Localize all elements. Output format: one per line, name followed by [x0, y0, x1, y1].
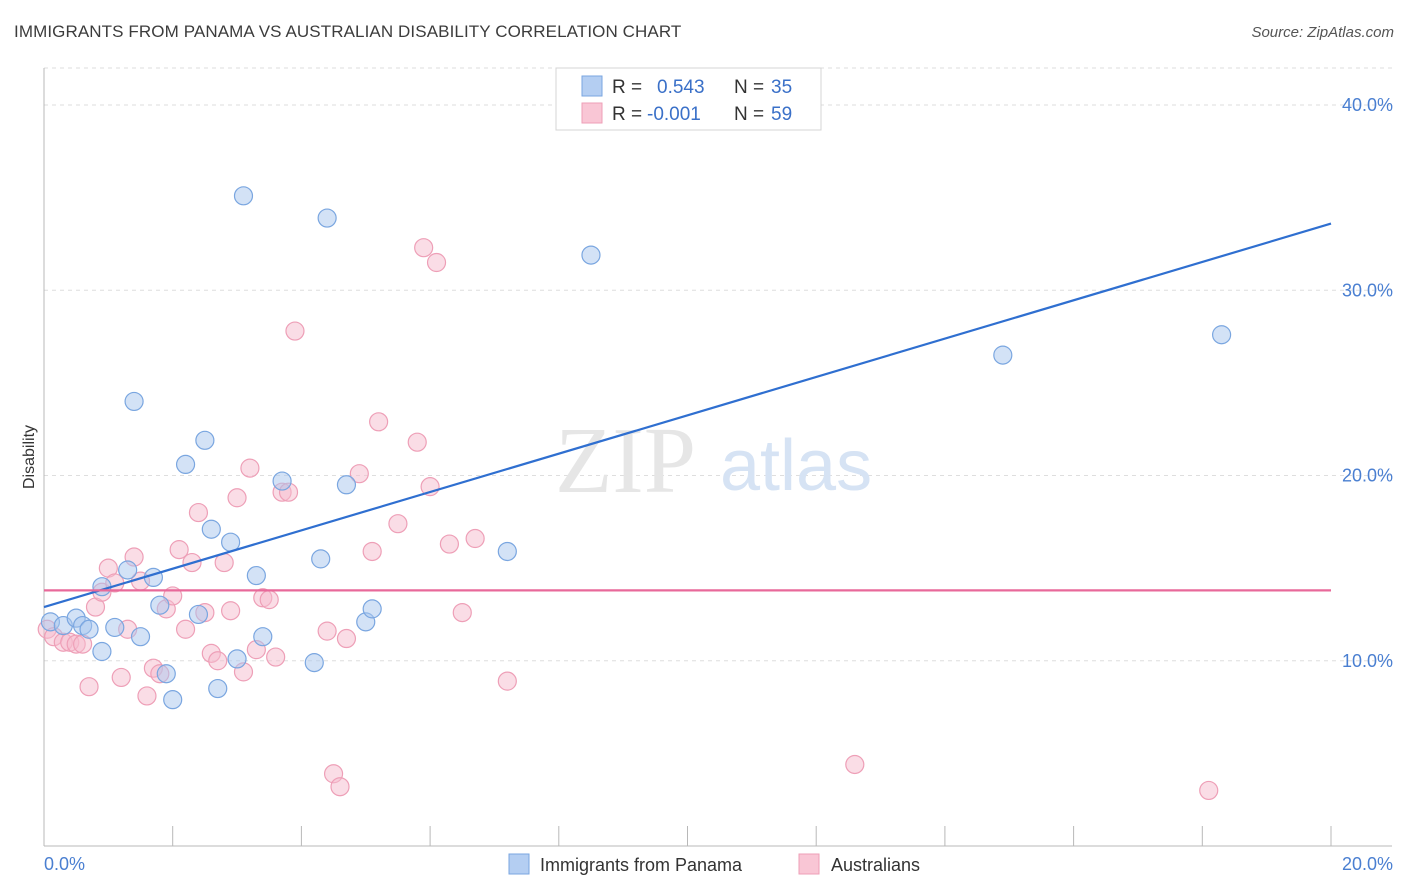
- data-point-australians: [111, 667, 131, 688]
- legend-r-value-1: 0.543: [657, 77, 705, 98]
- data-point-australians: [388, 514, 408, 534]
- y-axis-label: Disability: [21, 425, 38, 489]
- legend-n-value-1: 35: [771, 77, 792, 98]
- data-point-panama: [195, 430, 215, 450]
- data-point-australians: [169, 540, 189, 560]
- data-point-panama: [105, 617, 125, 638]
- data-point-panama: [92, 641, 112, 662]
- series-legend-label-2: Australians: [831, 855, 920, 875]
- data-point-panama: [130, 627, 151, 647]
- y-tick-label: 40.0%: [1342, 95, 1393, 115]
- data-point-australians: [336, 628, 357, 649]
- data-point-australians: [221, 601, 241, 621]
- data-point-panama: [362, 599, 382, 619]
- chart-title: IMMIGRANTS FROM PANAMA VS AUSTRALIAN DIS…: [14, 22, 682, 41]
- data-point-panama: [272, 471, 292, 491]
- data-point-australians: [362, 541, 382, 562]
- data-point-panama: [497, 541, 517, 562]
- data-point-australians: [414, 238, 434, 258]
- legend-n-label-2: N =: [734, 104, 764, 125]
- watermark: ZIP atlas: [555, 409, 872, 513]
- data-point-panama: [1212, 325, 1232, 345]
- watermark-zip: ZIP: [555, 409, 696, 513]
- data-point-panama: [336, 475, 357, 495]
- data-point-panama: [208, 678, 228, 699]
- trend-line-panama: [43, 222, 1332, 609]
- data-point-panama: [118, 560, 138, 580]
- data-point-panama: [150, 595, 170, 615]
- y-tick-label: 10.0%: [1342, 651, 1393, 671]
- source-label: Source: ZipAtlas.com: [1251, 24, 1394, 41]
- data-point-panama: [581, 245, 601, 265]
- series-legend-label-1: Immigrants from Panama: [540, 855, 743, 875]
- data-point-australians: [285, 321, 305, 341]
- data-point-panama: [311, 549, 331, 569]
- watermark-atlas: atlas: [720, 426, 872, 506]
- tick-labels: 10.0% 20.0% 30.0% 40.0% 0.0% 20.0%: [44, 95, 1393, 874]
- points-layer: [37, 186, 1232, 801]
- data-point-australians: [227, 488, 247, 508]
- y-tick-label: 20.0%: [1342, 466, 1393, 486]
- data-point-australians: [426, 252, 447, 273]
- data-point-panama: [124, 391, 144, 412]
- data-point-australians: [452, 602, 472, 623]
- data-point-panama: [175, 454, 196, 475]
- data-point-panama: [188, 604, 209, 625]
- data-point-panama: [246, 565, 266, 586]
- legend-n-value-2: 59: [771, 104, 792, 125]
- legend-swatch-blue: [581, 75, 603, 97]
- series-legend-swatch-blue: [508, 853, 530, 875]
- data-point-australians: [845, 754, 865, 775]
- data-point-panama: [201, 519, 221, 539]
- grid-layer: [44, 67, 1392, 662]
- legend-r-value-2: -0.001: [647, 104, 701, 125]
- legend-r-label-1: R =: [612, 77, 642, 98]
- data-point-australians: [369, 412, 389, 432]
- x-tick-label: 20.0%: [1342, 854, 1393, 874]
- x-tick-label: 0.0%: [44, 854, 85, 874]
- data-point-panama: [227, 649, 247, 669]
- data-point-panama: [253, 627, 273, 647]
- series-legend: Immigrants from Panama Australians: [508, 853, 920, 875]
- data-point-australians: [497, 671, 517, 691]
- data-point-australians: [137, 686, 157, 706]
- data-point-australians: [188, 502, 209, 523]
- data-point-australians: [317, 621, 337, 641]
- series-legend-swatch-pink: [798, 853, 820, 875]
- stats-legend: R = 0.543 N = 35 R = -0.001 N = 59: [555, 67, 822, 131]
- trend-layer: [43, 222, 1332, 609]
- data-point-panama: [79, 619, 99, 639]
- data-point-australians: [240, 458, 260, 478]
- data-point-australians: [175, 619, 196, 639]
- data-point-panama: [92, 577, 112, 597]
- data-point-australians: [349, 464, 369, 484]
- legend-r-label-2: R =: [612, 104, 642, 125]
- data-point-panama: [233, 186, 254, 206]
- data-point-australians: [208, 651, 228, 671]
- data-point-australians: [79, 677, 99, 697]
- data-point-australians: [259, 590, 279, 610]
- data-point-australians: [439, 534, 460, 554]
- data-point-panama: [304, 653, 324, 673]
- data-point-australians: [266, 647, 286, 667]
- data-point-panama: [317, 208, 337, 228]
- legend-n-label-1: N =: [734, 77, 764, 98]
- data-point-australians: [465, 528, 485, 549]
- data-point-australians: [1199, 780, 1219, 801]
- data-point-panama: [163, 690, 183, 710]
- legend-swatch-pink: [581, 102, 603, 124]
- data-point-panama: [993, 345, 1013, 365]
- y-tick-label: 30.0%: [1342, 280, 1393, 300]
- data-point-panama: [156, 664, 176, 684]
- axes-layer: [43, 68, 1392, 847]
- data-point-australians: [407, 432, 427, 452]
- data-point-australians: [330, 777, 350, 797]
